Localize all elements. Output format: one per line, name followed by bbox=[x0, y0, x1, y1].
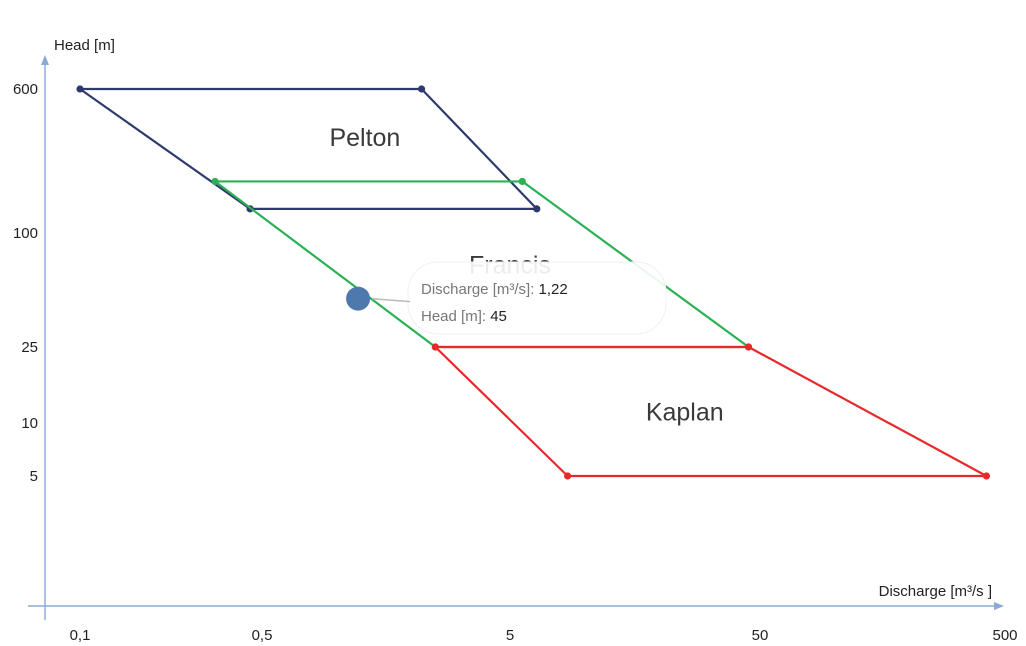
region-vertex-francis bbox=[211, 177, 219, 186]
tooltip-box bbox=[407, 261, 667, 335]
highlight-point[interactable] bbox=[346, 286, 371, 311]
highlight-point-group bbox=[346, 286, 371, 311]
y-tick-labels: 600 100 25 10 5 bbox=[13, 81, 38, 485]
y-tick-label: 600 bbox=[13, 81, 38, 98]
tooltip-head-label: Head [m]: bbox=[421, 308, 490, 325]
region-vertex-kaplan bbox=[564, 472, 572, 480]
x-axis-arrow bbox=[994, 602, 1004, 610]
y-tick-label: 25 bbox=[21, 339, 38, 356]
region-outline-pelton bbox=[78, 87, 538, 210]
region-pelton bbox=[76, 85, 541, 213]
tooltip-head-value: 45 bbox=[490, 308, 507, 325]
tooltip-connector bbox=[372, 297, 411, 303]
region-vertex-pelton bbox=[76, 85, 84, 93]
tooltip-discharge: Discharge [m³/s]: 1,22 bbox=[421, 281, 568, 298]
y-axis-arrow bbox=[41, 55, 49, 65]
x-tick-labels: 0,1 0,5 5 50 500 bbox=[70, 627, 1018, 644]
y-tick-label: 100 bbox=[13, 225, 38, 242]
x-axis-label: Discharge [m³/s ] bbox=[879, 583, 992, 600]
x-tick-label: 5 bbox=[506, 627, 514, 644]
y-tick-label: 10 bbox=[21, 415, 38, 432]
region-vertex-pelton bbox=[417, 85, 426, 93]
x-tick-label: 0,5 bbox=[252, 627, 273, 644]
region-vertex-francis bbox=[518, 177, 526, 186]
x-tick-label: 0,1 bbox=[70, 627, 91, 644]
y-axis-label: Head [m] bbox=[54, 37, 115, 54]
region-vertex-pelton bbox=[533, 205, 541, 213]
data-tooltip: Discharge [m³/s]: 1,22 Head [m]: 45 bbox=[372, 261, 667, 335]
region-label-kaplan: Kaplan bbox=[646, 398, 724, 426]
tooltip-discharge-value: 1,22 bbox=[539, 281, 568, 298]
tooltip-head: Head [m]: 45 bbox=[421, 308, 507, 325]
x-tick-label: 500 bbox=[992, 627, 1017, 644]
tooltip-discharge-label: Discharge [m³/s]: bbox=[421, 281, 539, 298]
region-kaplan bbox=[431, 343, 991, 480]
region-vertex-kaplan bbox=[982, 472, 991, 480]
region-vertex-kaplan bbox=[744, 343, 753, 351]
region-vertex-kaplan bbox=[431, 343, 439, 351]
y-tick-label: 5 bbox=[30, 468, 38, 485]
x-tick-label: 50 bbox=[752, 627, 769, 644]
region-label-pelton: Pelton bbox=[329, 124, 400, 152]
axes: Discharge [m³/s ] Head [m] bbox=[28, 37, 1004, 620]
